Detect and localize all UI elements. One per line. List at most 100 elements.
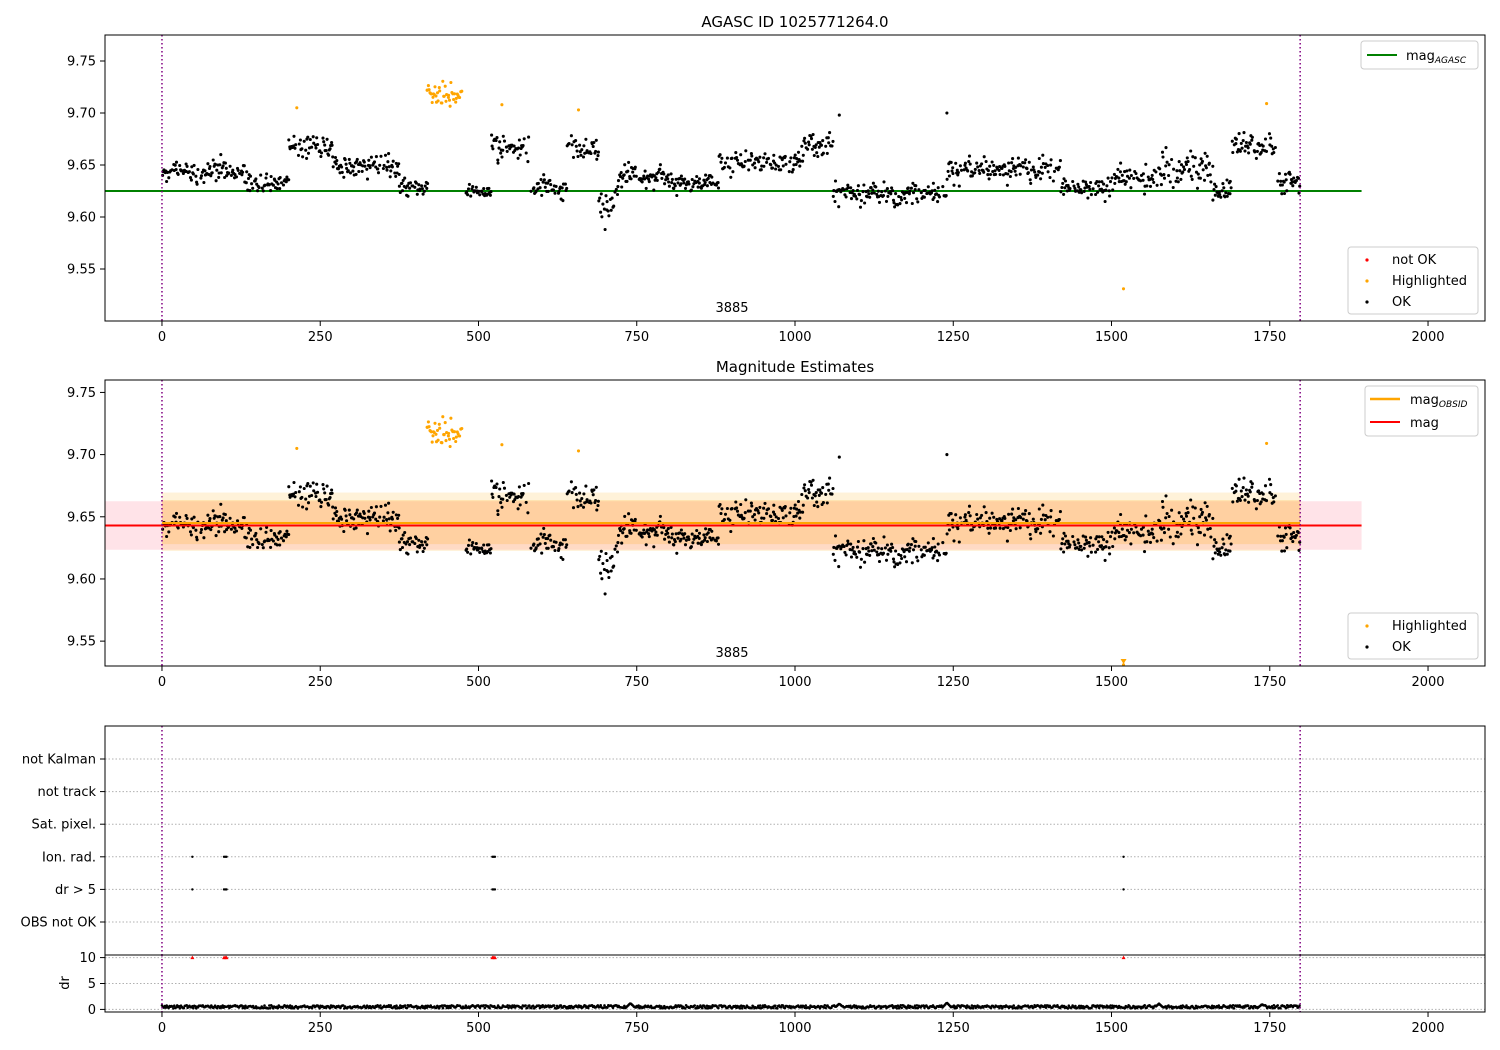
highlighted-point (442, 94, 446, 98)
dr-point (1246, 1004, 1250, 1007)
ok-point (293, 495, 297, 499)
ok-point (1063, 186, 1067, 190)
ok-point (788, 511, 792, 515)
ok-point (803, 483, 807, 487)
ok-point (1116, 167, 1120, 171)
ok-point (837, 544, 841, 548)
ok-point (896, 203, 900, 207)
ok-point (1089, 180, 1093, 185)
highlighted-point (426, 84, 430, 88)
ok-point (796, 150, 801, 154)
ok-point (1079, 544, 1083, 548)
ok-point (917, 544, 921, 548)
ok-point (756, 508, 760, 513)
flag-event-point (1122, 888, 1125, 891)
ok-point (1168, 535, 1172, 539)
highlighted-point (437, 86, 441, 90)
ok-point (250, 182, 254, 186)
ok-point (1247, 151, 1251, 155)
ok-point (368, 518, 372, 522)
ok-point (647, 180, 651, 184)
ok-point (986, 526, 990, 530)
ok-point (524, 500, 528, 504)
ok-point (954, 513, 958, 517)
ok-point (898, 202, 902, 206)
ok-point (1276, 534, 1280, 538)
ok-point (597, 558, 601, 562)
ok-point (765, 160, 769, 164)
ok-point (1028, 178, 1032, 182)
ok-point (387, 165, 391, 169)
ok-point (594, 149, 598, 153)
ok-point (956, 173, 960, 177)
ok-point (1203, 151, 1207, 155)
ok-point (963, 515, 967, 519)
legend-label-ok: OK (1392, 295, 1411, 310)
ok-point (766, 156, 771, 160)
ok-point (963, 161, 967, 165)
ok-point (209, 528, 213, 532)
ok-point (297, 142, 301, 146)
ok-point (1189, 498, 1193, 502)
ok-point (672, 543, 676, 547)
ok-point (1124, 180, 1128, 184)
ok-point (824, 492, 828, 496)
ok-point (640, 535, 644, 539)
ok-point (319, 500, 324, 504)
ok-point (1213, 551, 1217, 555)
ok-point (1279, 534, 1283, 538)
ok-point (521, 144, 525, 148)
ok-point (579, 153, 583, 157)
ok-point (302, 486, 306, 491)
ok-point (494, 138, 498, 143)
ok-point (1096, 547, 1100, 551)
ok-point (977, 168, 981, 173)
ok-point (1048, 175, 1052, 180)
ok-point (482, 187, 486, 191)
ok-point (744, 498, 748, 502)
ok-point (600, 577, 604, 581)
ok-point (1080, 548, 1084, 552)
highlighted-point (429, 430, 433, 434)
ok-point (294, 143, 298, 147)
ok-point (1151, 532, 1155, 536)
ok-point (1255, 498, 1259, 503)
ok-point (986, 169, 990, 173)
ok-point (794, 162, 798, 167)
ok-point (491, 147, 495, 151)
ok-point (958, 516, 962, 520)
ok-point (952, 183, 956, 187)
highlighted-point (427, 425, 431, 429)
ok-point (947, 174, 951, 178)
ok-point (706, 531, 710, 535)
ok-point (1171, 542, 1175, 546)
x-tick-label: 1500 (1095, 330, 1128, 345)
flag-row-label: dr > 5 (55, 883, 96, 898)
ok-point (269, 528, 273, 533)
ok-point (223, 161, 227, 165)
ok-point (654, 530, 658, 534)
ok-point (554, 184, 558, 188)
ok-point (213, 162, 217, 166)
ok-point (389, 169, 393, 173)
ok-point (916, 559, 920, 563)
dr-point (463, 1006, 467, 1009)
ok-point (1241, 486, 1245, 490)
ok-point (1104, 545, 1108, 549)
ok-point (563, 538, 567, 542)
ok-point (830, 492, 834, 496)
ok-point (1162, 531, 1167, 535)
ok-point (1177, 160, 1181, 164)
ok-point (757, 160, 761, 164)
ok-point (926, 541, 930, 545)
ok-point (1076, 182, 1080, 186)
ok-point (347, 157, 351, 161)
ok-point (714, 539, 718, 543)
ok-point (866, 546, 870, 550)
ok-point (319, 151, 324, 155)
ok-point (1280, 192, 1284, 196)
ok-point (301, 505, 305, 509)
ok-point (1008, 174, 1012, 179)
ok-point (851, 545, 855, 549)
